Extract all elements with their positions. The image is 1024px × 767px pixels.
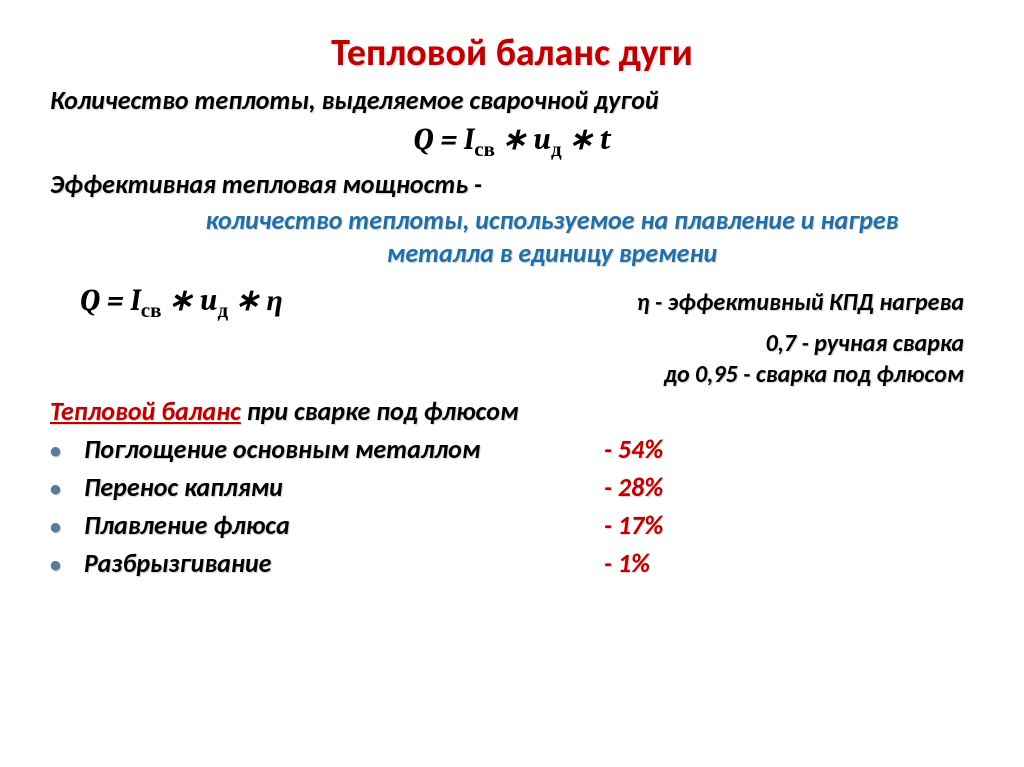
balance-value-1: - 28% [604, 471, 663, 503]
sym-u: u [533, 122, 551, 157]
effective-power-definition: количество теплоты, используемое на плав… [170, 204, 934, 269]
sub2-sv: св [141, 299, 162, 323]
sym-star2: ∗ [562, 122, 600, 157]
slide-title: Тепловой баланс дуги [50, 30, 974, 76]
sym-star1: ∗ [495, 122, 533, 157]
bullet-icon: • [50, 513, 84, 540]
effective-power-formula-row: Q = Iсв ∗ uд ∗ η η - эффективный КПД наг… [50, 277, 974, 325]
sub2-d: д [217, 299, 228, 323]
bullet-icon: • [50, 437, 84, 464]
balance-list: • Поглощение основным металлом - 54% • П… [50, 433, 974, 579]
sub-sv: св [474, 138, 495, 162]
sym2-I: I [130, 283, 140, 318]
eta-definition: η - эффективный КПД нагрева [283, 288, 974, 317]
heat-quantity-label: Количество теплоты, выделяемое сварочной… [50, 84, 974, 116]
bullet-icon: • [50, 551, 84, 578]
balance-heading-red: Тепловой баланс [50, 395, 241, 427]
balance-value-0: - 54% [604, 433, 663, 465]
balance-label-2: Плавление флюса [84, 509, 604, 541]
sym-Q: Q [414, 122, 434, 157]
balance-label-1: Перенос каплями [84, 471, 604, 503]
sym2-eta: η [266, 283, 282, 318]
effective-power-formula: Q = Iсв ∗ uд ∗ η [50, 283, 283, 323]
list-item: • Разбрызгивание - 1% [50, 547, 974, 579]
balance-label-3: Разбрызгивание [84, 547, 604, 579]
sym-t: t [600, 122, 611, 157]
sym2-star2: ∗ [228, 283, 266, 318]
sym2-eq: = [100, 283, 130, 318]
balance-heading-rest: при сварке под флюсом [241, 395, 519, 427]
balance-heading: Тепловой баланс при сварке под флюсом [50, 395, 974, 427]
sym2-star1: ∗ [161, 283, 199, 318]
eta-value-1: до 0,95 - сварка под флюсом [50, 360, 964, 389]
eta-value-0: 0,7 - ручная сварка [50, 329, 964, 358]
list-item: • Поглощение основным металлом - 54% [50, 433, 974, 465]
balance-label-0: Поглощение основным металлом [84, 433, 604, 465]
sym2-Q: Q [80, 283, 100, 318]
balance-value-2: - 17% [604, 509, 663, 541]
balance-value-3: - 1% [604, 547, 650, 579]
slide-content: Тепловой баланс дуги Количество теплоты,… [0, 0, 1024, 625]
sym-eq: = [434, 122, 464, 157]
sub-d: д [551, 138, 562, 162]
list-item: • Перенос каплями - 28% [50, 471, 974, 503]
sym2-u: u [200, 283, 218, 318]
sym-I: I [464, 122, 474, 157]
list-item: • Плавление флюса - 17% [50, 509, 974, 541]
effective-power-label: Эффективная тепловая мощность - [50, 168, 974, 200]
heat-quantity-formula: Q = Iсв ∗ uд ∗ t [50, 122, 974, 162]
bullet-icon: • [50, 475, 84, 502]
